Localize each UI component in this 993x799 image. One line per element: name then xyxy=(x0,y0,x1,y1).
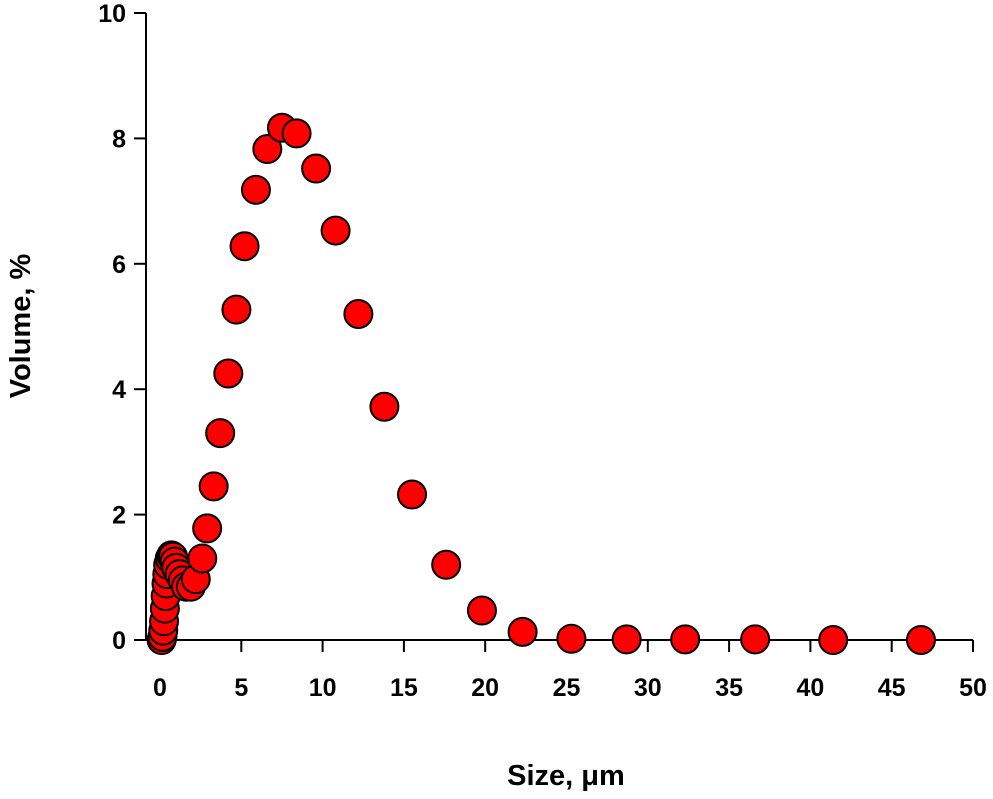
point xyxy=(818,625,849,655)
x-tick-label: 40 xyxy=(796,674,824,702)
point xyxy=(343,298,374,329)
point xyxy=(611,624,642,655)
point xyxy=(187,543,218,574)
point xyxy=(670,624,701,655)
y-axis-label: Volume, % xyxy=(5,254,37,399)
point xyxy=(466,595,497,626)
y-tick-label: 8 xyxy=(112,125,126,153)
x-tick-label: 10 xyxy=(309,674,337,702)
x-tick-label: 45 xyxy=(878,674,906,702)
x-tick-label: 20 xyxy=(471,674,499,702)
point xyxy=(301,153,332,184)
y-tick-label: 4 xyxy=(112,376,126,404)
point xyxy=(213,358,244,389)
point xyxy=(507,616,538,647)
point xyxy=(221,294,252,325)
x-tick-label: 5 xyxy=(234,674,248,702)
y-tick-label: 2 xyxy=(112,502,126,530)
y-tick-label: 6 xyxy=(112,251,126,279)
point xyxy=(240,174,271,205)
x-tick-label: 30 xyxy=(634,674,662,702)
x-tick-label: 0 xyxy=(153,674,167,702)
x-tick-label: 15 xyxy=(390,674,418,702)
point xyxy=(198,471,229,502)
x-tick-label: 25 xyxy=(553,674,581,702)
point xyxy=(905,625,936,655)
y-tick-label: 0 xyxy=(112,627,126,655)
point xyxy=(192,513,223,544)
point xyxy=(281,118,312,149)
point xyxy=(556,623,587,654)
point xyxy=(431,549,462,580)
point xyxy=(229,231,260,262)
point xyxy=(740,624,771,655)
point xyxy=(397,479,428,510)
point xyxy=(205,418,236,449)
point xyxy=(369,391,400,422)
x-axis-label: Size, μm xyxy=(507,760,625,792)
x-tick-label: 35 xyxy=(715,674,743,702)
point xyxy=(252,134,283,165)
point xyxy=(320,215,351,246)
y-tick-label: 10 xyxy=(98,0,126,28)
x-tick-label: 50 xyxy=(959,674,987,702)
